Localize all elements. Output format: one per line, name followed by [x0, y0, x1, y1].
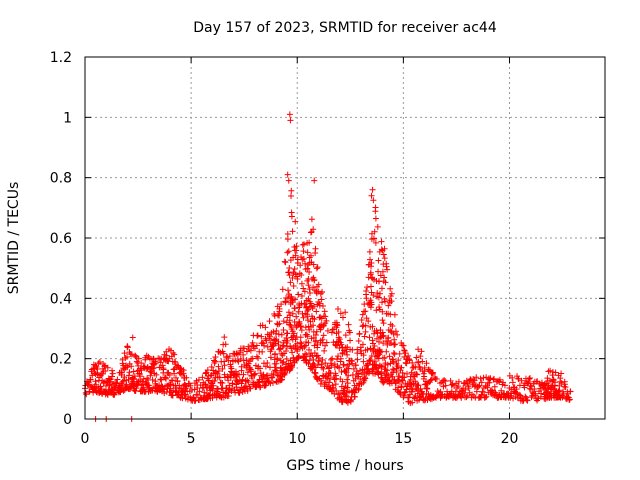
y-tick-label: 1.2 — [50, 50, 72, 66]
x-tick-label: 15 — [394, 431, 412, 447]
x-tick-label: 0 — [81, 431, 90, 447]
y-tick-label: 0.2 — [50, 352, 72, 368]
x-tick-label: 20 — [501, 431, 519, 447]
y-tick-label: 0.8 — [50, 171, 72, 187]
chart: Day 157 of 2023, SRMTID for receiver ac4… — [0, 0, 640, 480]
chart-title: Day 157 of 2023, SRMTID for receiver ac4… — [193, 20, 497, 36]
x-axis-label: GPS time / hours — [286, 458, 403, 474]
y-tick-label: 0.6 — [50, 231, 72, 247]
x-tick-label: 5 — [187, 431, 196, 447]
y-tick-label: 0 — [63, 412, 72, 428]
chart-background — [0, 0, 640, 480]
y-axis-label: SRMTID / TECUs — [6, 182, 22, 295]
x-tick-label: 10 — [288, 431, 306, 447]
y-tick-label: 0.4 — [50, 291, 72, 307]
y-tick-label: 1 — [63, 110, 72, 126]
